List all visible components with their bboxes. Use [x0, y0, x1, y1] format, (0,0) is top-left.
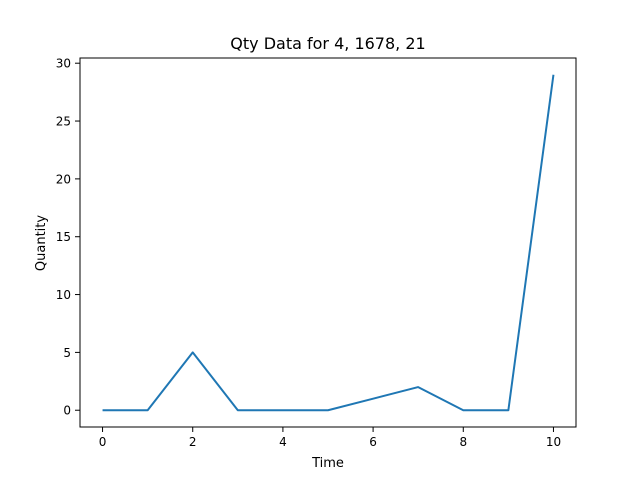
plot-area: 0 2 4 6 8 10 0 5 10 15 20 25 30	[56, 57, 577, 449]
y-tick-label: 0	[63, 404, 71, 418]
y-tick-label: 5	[63, 346, 71, 360]
y-tick-label: 15	[56, 230, 71, 244]
x-tick-label: 10	[546, 435, 561, 449]
x-tick-label: 2	[189, 435, 197, 449]
x-tick-label: 8	[459, 435, 467, 449]
y-tick-label: 30	[56, 57, 71, 71]
y-tick-label: 10	[56, 288, 71, 302]
chart-title: Qty Data for 4, 1678, 21	[230, 34, 425, 53]
y-tick-label: 20	[56, 172, 71, 186]
x-tick-label: 4	[279, 435, 287, 449]
x-tick-label: 0	[99, 435, 107, 449]
y-axis-label: Quantity	[34, 215, 49, 271]
x-axis-label: Time	[311, 456, 344, 471]
x-tick-label: 6	[369, 435, 377, 449]
y-tick-label: 25	[56, 115, 71, 129]
plot-frame	[79, 57, 577, 428]
